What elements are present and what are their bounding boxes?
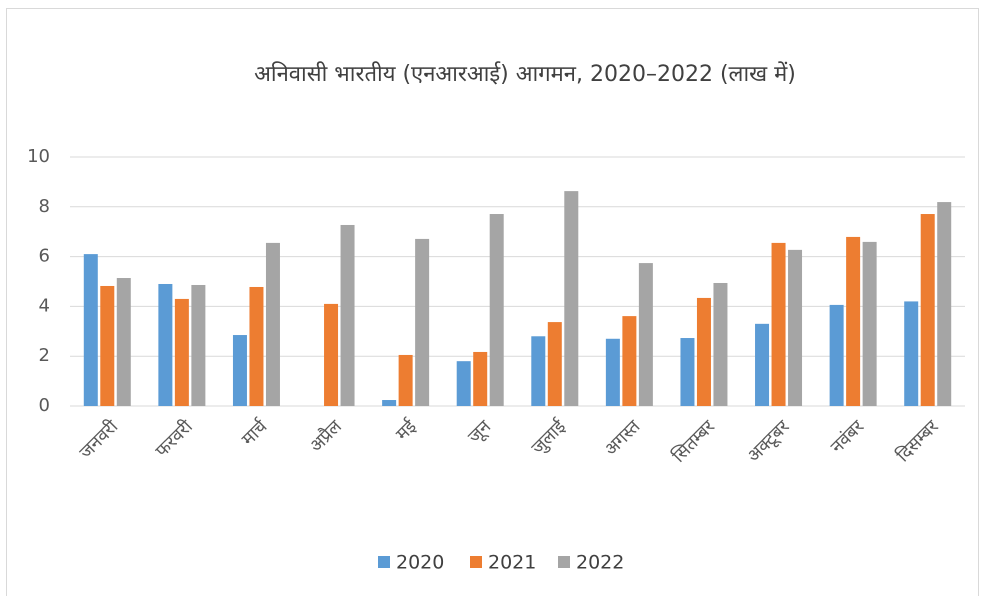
bar — [937, 202, 952, 406]
legend-swatch — [378, 556, 390, 568]
bar — [713, 282, 728, 406]
bar — [622, 316, 637, 406]
bar — [605, 338, 620, 406]
y-tick-label: 10 — [27, 146, 50, 167]
bar — [862, 241, 877, 406]
y-tick-label: 8 — [39, 196, 50, 217]
bar — [771, 242, 786, 406]
bar — [265, 242, 280, 406]
bar — [788, 249, 803, 406]
bar — [564, 191, 579, 406]
bar — [191, 284, 206, 406]
bar — [547, 322, 562, 406]
bar — [473, 351, 488, 406]
legend-swatch — [558, 556, 570, 568]
bar — [232, 335, 247, 406]
bar — [696, 297, 711, 406]
y-tick-label: 6 — [39, 246, 50, 267]
bar — [904, 301, 919, 406]
legend-label: 2020 — [396, 552, 444, 574]
bar — [83, 254, 98, 406]
bar — [489, 214, 504, 406]
bar — [382, 400, 397, 406]
legend-swatch — [470, 556, 482, 568]
bar — [116, 278, 131, 406]
bar — [531, 336, 546, 406]
bar — [415, 238, 430, 406]
bar — [638, 263, 653, 406]
chart-title: अनिवासी भारतीय (एनआरआई) आगमन, 2020–2022 … — [254, 61, 796, 87]
bar — [920, 214, 935, 406]
bar — [249, 286, 264, 406]
y-tick-label: 4 — [39, 295, 50, 316]
y-tick-label: 0 — [39, 395, 50, 416]
y-tick-label: 2 — [39, 345, 50, 366]
bar — [340, 224, 355, 406]
bar — [158, 283, 173, 406]
bar — [174, 298, 189, 406]
legend-label: 2022 — [576, 552, 624, 574]
bar — [846, 236, 861, 406]
bar — [829, 304, 844, 406]
legend-label: 2021 — [488, 552, 536, 574]
bar — [680, 338, 695, 406]
bar — [456, 361, 471, 406]
bar — [324, 303, 339, 406]
bar — [755, 323, 770, 406]
bar — [398, 354, 413, 406]
bar — [100, 285, 115, 406]
